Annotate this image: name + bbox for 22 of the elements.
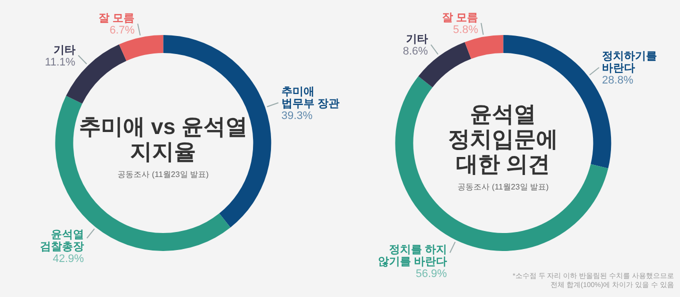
text: 추미애 vs 윤석열 지지율 bbox=[78, 114, 248, 164]
data-label: 28.8% bbox=[602, 74, 634, 87]
donut-slice bbox=[119, 35, 164, 61]
data-label: 6.7% bbox=[110, 24, 135, 37]
slice-label: 기타 bbox=[53, 44, 76, 56]
data-label: 5.8% bbox=[453, 24, 478, 36]
data-label: 8.6% bbox=[402, 46, 428, 58]
text: 공동조사 (11월23일 발표) bbox=[118, 170, 210, 179]
slice-label: 정치하기를 바란다 bbox=[602, 50, 658, 75]
data-label: 42.9% bbox=[52, 253, 84, 266]
data-label: 11.1% bbox=[44, 56, 76, 68]
slice-label: 윤석열 검찰총장 bbox=[40, 229, 84, 254]
text: 윤석열 정치입문에 대한 의견 bbox=[448, 102, 558, 176]
donut-slice bbox=[464, 35, 504, 59]
slice-label: 잘 모름 bbox=[98, 12, 135, 25]
data-label: 56.9% bbox=[416, 268, 448, 280]
slice-label: 정치를 하지 않기를 바란다 bbox=[378, 244, 447, 268]
slice-label: 기타 bbox=[406, 34, 428, 46]
slice-label: 잘 모름 bbox=[442, 12, 478, 24]
data-label: 39.3% bbox=[281, 110, 313, 122]
slice-label: 추미애 법무부 장관 bbox=[281, 86, 340, 110]
text: 공동조사 (11월23일 발표) bbox=[458, 182, 550, 192]
